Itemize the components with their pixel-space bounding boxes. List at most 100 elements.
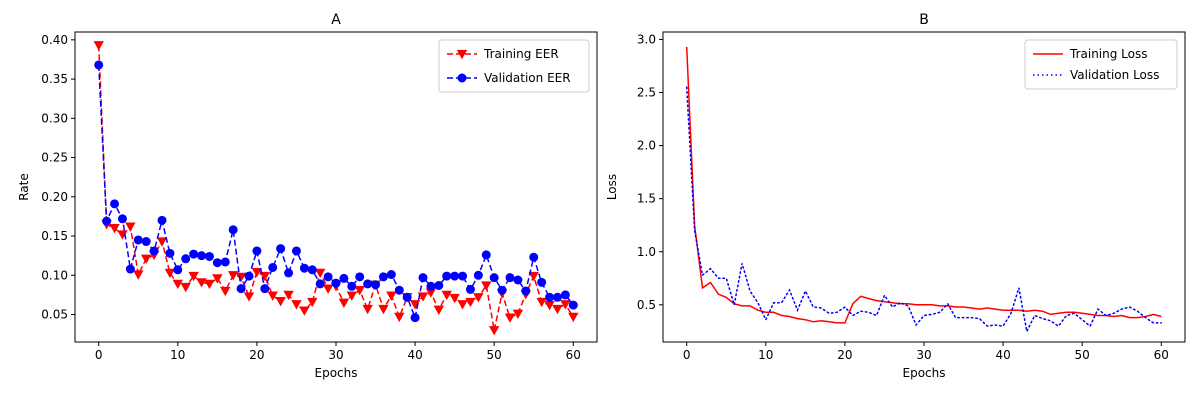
y-tick-label: 0.15 xyxy=(41,229,68,243)
data-point-training-eer xyxy=(133,270,144,280)
y-tick-label: 0.05 xyxy=(41,308,68,322)
legend-b: Training Loss Validation Loss xyxy=(1024,39,1178,90)
data-point-validation-eer xyxy=(473,270,483,280)
data-point-training-eer xyxy=(378,304,389,315)
data-point-validation-eer xyxy=(465,284,475,294)
data-point-training-eer xyxy=(314,268,326,279)
data-point-training-eer xyxy=(544,300,555,311)
y-tick-label: 2.0 xyxy=(637,139,656,153)
data-point-training-eer xyxy=(204,279,215,290)
series-line-validation-loss xyxy=(685,86,1163,334)
data-point-validation-eer xyxy=(189,249,199,259)
data-point-training-eer xyxy=(465,297,476,308)
data-point-validation-eer xyxy=(568,300,578,310)
data-point-training-eer xyxy=(362,304,373,315)
data-point-validation-eer xyxy=(426,281,436,291)
data-point-training-eer xyxy=(275,297,286,307)
data-point-validation-eer xyxy=(552,292,562,302)
y-tick-label: 0.40 xyxy=(41,33,68,47)
x-tick-label: 10 xyxy=(758,348,773,362)
data-point-training-eer xyxy=(93,41,104,51)
chart-title-b: B xyxy=(919,12,929,28)
data-point-training-eer xyxy=(449,293,460,304)
data-point-validation-eer xyxy=(117,214,127,224)
data-point-validation-eer xyxy=(94,60,104,70)
data-point-training-eer xyxy=(109,224,120,234)
data-point-training-eer xyxy=(346,291,358,301)
data-point-training-eer xyxy=(220,286,231,297)
x-axis-label-b: Epochs xyxy=(903,366,946,380)
data-point-training-eer xyxy=(568,312,579,323)
data-point-training-eer xyxy=(283,290,294,301)
chart-panel-b: 0 10 20 30 40 50 60 0.5 1.0 1.5 2.0 2.5 3.0 B Epochs… xyxy=(605,12,1186,380)
series-validation-eer xyxy=(94,60,578,323)
data-point-validation-eer xyxy=(434,280,444,290)
legend-marker-training-eer xyxy=(456,49,468,60)
data-point-training-eer xyxy=(259,271,271,282)
y-tick-label: 3.0 xyxy=(637,32,656,46)
y-tick-label: 0.25 xyxy=(41,151,68,165)
y-tick-label: 0.20 xyxy=(41,190,68,204)
data-point-validation-eer xyxy=(284,268,294,278)
data-point-validation-eer xyxy=(236,284,246,294)
data-point-training-eer xyxy=(488,326,500,336)
data-point-training-eer xyxy=(512,309,524,319)
data-point-validation-eer xyxy=(220,257,230,267)
data-point-validation-eer xyxy=(323,272,333,282)
data-point-validation-eer xyxy=(545,292,555,302)
data-point-validation-eer xyxy=(133,235,143,245)
legend-box-b xyxy=(1024,39,1178,90)
data-point-training-eer xyxy=(536,297,547,308)
x-tick-label: 50 xyxy=(487,348,502,362)
data-point-training-eer xyxy=(235,272,247,283)
data-point-validation-eer xyxy=(252,246,262,256)
chart-panel-a: 0 10 20 30 40 50 60 0.05 0.10 0.15 0.20 0.25 0.30 0.3… xyxy=(17,12,598,380)
series-validation-loss xyxy=(685,86,1163,334)
x-tick-label: 20 xyxy=(249,348,264,362)
data-point-validation-eer xyxy=(371,280,381,290)
data-point-validation-eer xyxy=(212,258,222,268)
data-point-training-eer xyxy=(425,288,437,298)
y-tick-label: 0.5 xyxy=(637,298,656,312)
data-point-training-eer xyxy=(243,292,255,302)
x-tick-label: 50 xyxy=(1075,348,1090,362)
data-point-validation-eer xyxy=(450,271,460,281)
data-point-validation-eer xyxy=(110,199,120,209)
data-point-validation-eer xyxy=(378,272,388,282)
data-point-validation-eer xyxy=(537,277,547,287)
x-tick-label: 30 xyxy=(328,348,343,362)
data-point-validation-eer xyxy=(560,290,570,300)
legend-label-training-eer: Training EER xyxy=(483,47,559,61)
y-tick-label: 1.5 xyxy=(637,192,656,206)
data-point-training-eer xyxy=(552,304,563,315)
data-point-validation-eer xyxy=(442,271,452,281)
data-point-validation-eer xyxy=(268,262,278,272)
legend-label-validation-eer: Validation EER xyxy=(484,71,571,85)
x-tick-label: 30 xyxy=(916,348,931,362)
legend-marker-validation-eer xyxy=(457,73,467,83)
data-point-training-eer xyxy=(386,291,397,301)
data-point-validation-eer xyxy=(204,251,214,261)
data-point-validation-eer xyxy=(339,273,349,283)
data-point-training-eer xyxy=(291,300,302,310)
data-point-validation-eer xyxy=(102,216,112,226)
data-point-training-eer xyxy=(560,300,571,310)
data-point-validation-eer xyxy=(197,251,207,261)
data-point-validation-eer xyxy=(410,313,420,323)
data-point-training-eer xyxy=(409,300,421,310)
data-point-training-eer xyxy=(164,268,176,279)
x-axis-label-a: Epochs xyxy=(315,366,358,380)
series-training-loss xyxy=(685,46,1162,324)
data-point-training-eer xyxy=(299,306,310,316)
x-tick-label: 60 xyxy=(566,348,581,362)
x-tick-label: 40 xyxy=(407,348,422,362)
plot-area-b xyxy=(685,46,1163,334)
data-point-validation-eer xyxy=(307,265,317,275)
data-point-training-eer xyxy=(227,271,239,281)
series-line-training-loss xyxy=(685,46,1162,324)
data-point-training-eer xyxy=(473,293,484,303)
data-point-training-eer xyxy=(504,313,516,323)
data-point-training-eer xyxy=(528,271,539,282)
data-point-validation-eer xyxy=(125,264,135,274)
data-point-validation-eer xyxy=(521,286,531,296)
